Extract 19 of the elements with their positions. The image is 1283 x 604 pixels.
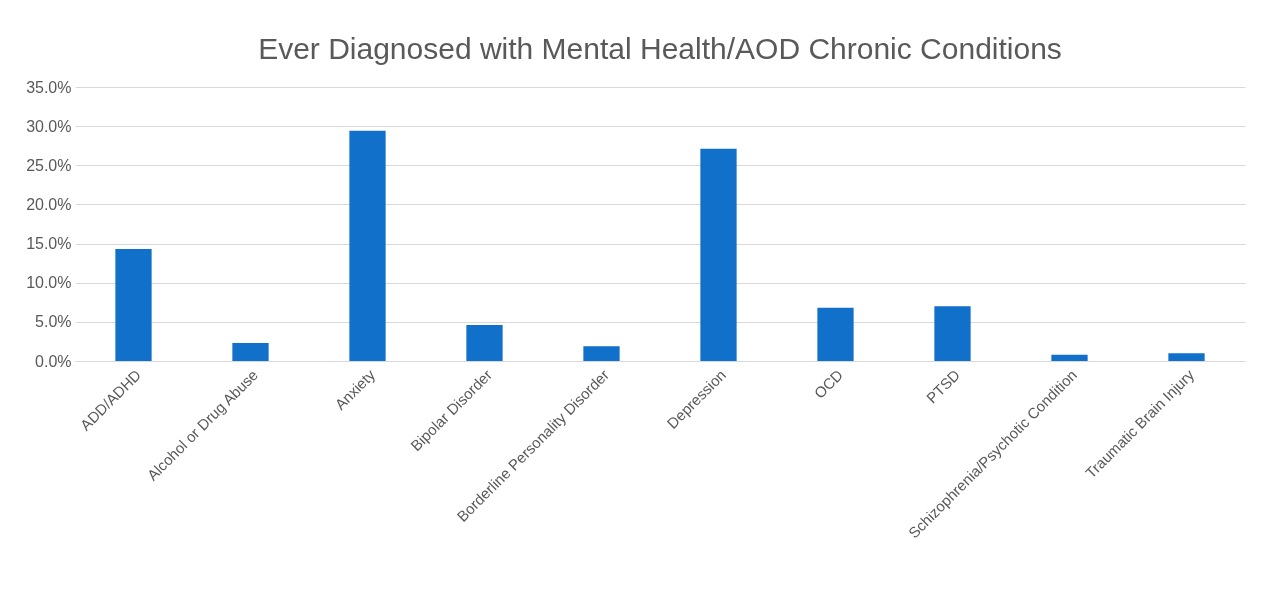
bar	[349, 130, 386, 361]
bar	[934, 306, 971, 361]
chart-title: Ever Diagnosed with Mental Health/AOD Chronic Conditions	[258, 32, 1062, 65]
y-tick-label: 30.0%	[26, 117, 72, 135]
bar	[466, 324, 503, 361]
y-tick-label: 0.0%	[35, 352, 72, 370]
y-tick-label: 35.0%	[26, 78, 72, 96]
bar	[1168, 353, 1205, 361]
bar	[583, 346, 620, 361]
bar	[817, 307, 854, 361]
bar	[1051, 354, 1088, 361]
y-tick-label: 5.0%	[35, 313, 72, 331]
y-tick-label: 25.0%	[26, 156, 72, 174]
y-tick-label: 20.0%	[26, 195, 72, 213]
y-tick-label: 15.0%	[26, 235, 72, 253]
y-tick-label: 10.0%	[26, 274, 72, 292]
bar	[115, 249, 152, 361]
bar	[232, 342, 269, 361]
bar	[700, 148, 737, 361]
